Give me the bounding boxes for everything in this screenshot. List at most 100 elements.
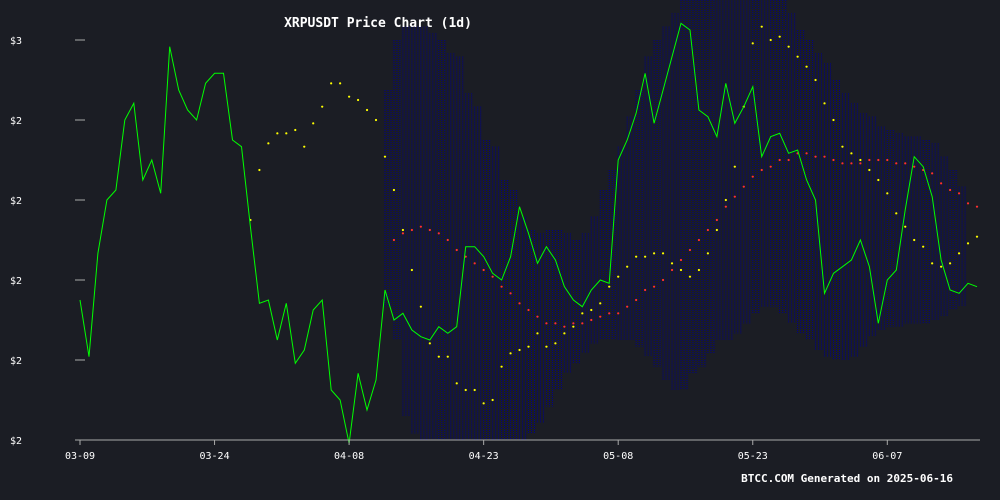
sma20-point	[374, 118, 378, 122]
sma20-point	[859, 158, 862, 162]
sma50-point	[581, 322, 584, 325]
sma20-point	[267, 142, 270, 145]
sma20-point	[401, 228, 405, 232]
sma50-point	[617, 312, 620, 315]
sma20-point	[446, 355, 449, 358]
sma50-point	[948, 188, 952, 192]
sma20-point	[957, 252, 961, 255]
sma50-point	[940, 182, 943, 185]
sma50-point	[518, 302, 521, 305]
sma20-point	[545, 345, 548, 348]
sma50-point	[859, 162, 862, 165]
sma50-point	[473, 262, 476, 265]
sma20-point	[769, 38, 772, 42]
chart-title: XRPUSDT Price Chart (1d)	[284, 16, 472, 31]
sma20-point	[868, 168, 871, 172]
sma20-point	[303, 145, 306, 148]
sma20-point	[500, 365, 503, 368]
sma50-point	[464, 255, 467, 258]
sma50-point	[931, 172, 934, 175]
sma50-point	[652, 285, 656, 288]
sma50-point	[841, 162, 844, 165]
y-axis-ticks: $3 $2 $2 $2 $2 $2	[10, 36, 85, 447]
sma50-point	[482, 268, 485, 272]
sma20-point	[697, 268, 701, 272]
y-tick-label: $2	[10, 276, 22, 287]
sma20-point	[886, 192, 889, 195]
sma50-point	[805, 152, 808, 155]
sma20-point	[608, 285, 611, 288]
sma20-point	[428, 342, 431, 345]
sma50-point	[886, 158, 889, 162]
sma50-point	[554, 322, 557, 325]
sma50-point	[410, 228, 413, 232]
sma20-point	[706, 252, 710, 255]
x-tick-label: 03-24	[199, 451, 229, 462]
sma20-point	[787, 45, 790, 48]
sma20-point	[931, 262, 934, 265]
sma50-point	[733, 195, 736, 198]
sma20-point	[339, 82, 342, 85]
sma20-point	[554, 342, 557, 345]
price-line	[79, 22, 978, 444]
sma20-point	[670, 262, 674, 265]
sma20-point	[455, 382, 458, 385]
sma20-point	[724, 198, 727, 202]
sma20-point	[796, 55, 799, 58]
sma50-point	[509, 292, 512, 295]
x-tick-label: 04-08	[334, 451, 364, 462]
sma50-point	[572, 322, 575, 325]
sma50-point	[769, 165, 772, 168]
sma50-point	[850, 162, 853, 165]
sma50-point	[742, 185, 745, 188]
sma20-point	[832, 118, 835, 122]
sma20-point	[285, 132, 288, 135]
sma50-point	[787, 158, 790, 162]
sma20-point	[652, 252, 656, 255]
x-tick-label: 05-23	[738, 451, 768, 462]
sma20-point	[563, 332, 566, 335]
y-tick-label: $2	[10, 436, 22, 447]
sma20-point	[365, 108, 369, 112]
sma50-point	[428, 228, 431, 232]
sma20-point	[276, 132, 279, 135]
x-tick-label: 06-07	[872, 451, 902, 462]
sma20-point	[581, 312, 584, 315]
y-tick-label: $2	[10, 196, 22, 207]
sma50-point	[437, 232, 440, 235]
sma20-point	[913, 238, 916, 242]
sma50-point	[724, 205, 727, 208]
sma20-point	[518, 348, 521, 352]
sma20-point	[895, 212, 898, 215]
sma20-point	[715, 228, 718, 232]
sma50-point	[913, 165, 916, 168]
sma50-point	[626, 305, 629, 308]
sma20-point	[590, 308, 593, 312]
sma20-point	[823, 102, 826, 105]
sma50-point	[545, 322, 548, 325]
sma20-point	[644, 255, 647, 258]
sma20-point	[536, 332, 539, 335]
sma50-point	[751, 175, 754, 178]
sma50-point	[635, 298, 638, 302]
sma20-point	[599, 302, 602, 305]
sma20-point	[572, 325, 575, 328]
sma50-point	[455, 248, 458, 252]
sma50-point	[392, 238, 396, 242]
sma20-point	[294, 128, 297, 132]
sma50-point	[527, 308, 530, 312]
sma20-point	[966, 242, 970, 245]
sma20-point	[258, 168, 261, 172]
sma50-point	[895, 162, 898, 165]
sma50-point	[590, 318, 593, 322]
sma50-point	[670, 268, 674, 272]
sma20-point	[410, 268, 413, 272]
sma50-point	[679, 258, 683, 262]
sma20-point	[617, 275, 620, 278]
sma20-point	[419, 305, 422, 308]
sma50-point	[536, 315, 539, 318]
footer-text: BTCC.COM Generated on 2025-06-16	[741, 472, 953, 485]
sma50-point	[975, 205, 979, 208]
sma50-point	[715, 218, 718, 222]
